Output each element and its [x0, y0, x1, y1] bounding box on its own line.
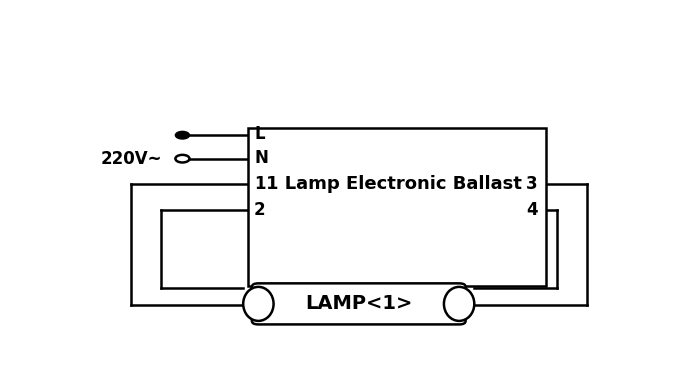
Text: 1: 1 [254, 174, 265, 193]
Text: N: N [254, 149, 268, 167]
Text: L: L [254, 125, 265, 143]
Ellipse shape [444, 287, 475, 321]
Circle shape [176, 131, 190, 139]
Text: 4: 4 [526, 201, 538, 219]
Text: 2: 2 [254, 201, 266, 219]
Text: 1 Lamp Electronic Ballast: 1 Lamp Electronic Ballast [266, 174, 522, 193]
FancyBboxPatch shape [252, 283, 466, 325]
Bar [248, 128, 546, 286]
Text: 3: 3 [526, 174, 538, 193]
Ellipse shape [243, 287, 274, 321]
Circle shape [176, 155, 190, 162]
Text: LAMP<1>: LAMP<1> [305, 295, 412, 314]
Text: 220V~: 220V~ [101, 150, 162, 168]
